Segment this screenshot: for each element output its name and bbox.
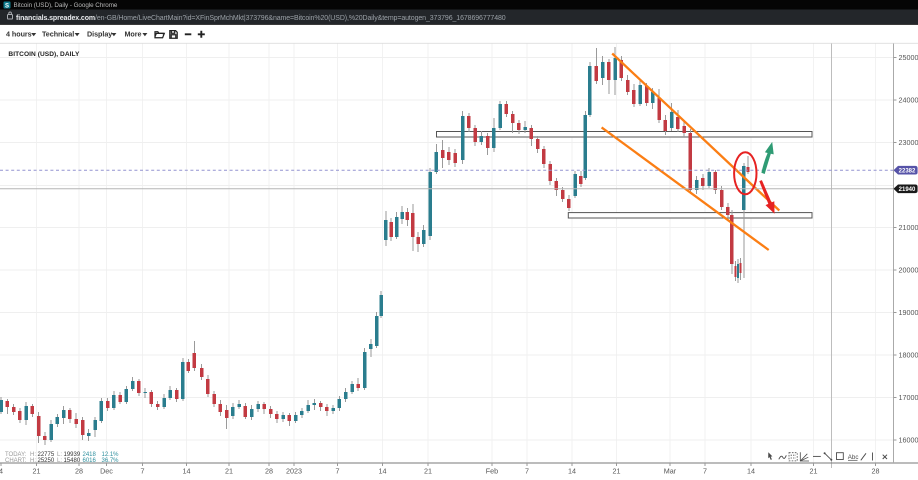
svg-text:Bitcoin (USD), Daily - Google: Bitcoin (USD), Daily - Google Chrome bbox=[14, 2, 118, 9]
svg-text:financials.spreadex.com/en-GB/: financials.spreadex.com/en-GB/Home/LiveC… bbox=[16, 15, 506, 22]
svg-text:25000: 25000 bbox=[899, 53, 918, 62]
svg-text:2418: 2418 bbox=[83, 452, 97, 458]
svg-text:CHART:: CHART: bbox=[5, 458, 27, 464]
svg-text:21: 21 bbox=[33, 466, 41, 475]
svg-text:28: 28 bbox=[265, 466, 273, 475]
svg-text:6016: 6016 bbox=[83, 458, 97, 464]
svg-text:H:: H: bbox=[30, 452, 36, 458]
svg-text:7: 7 bbox=[336, 466, 340, 475]
svg-text:17000: 17000 bbox=[899, 393, 918, 402]
svg-text:14: 14 bbox=[183, 466, 191, 475]
svg-text:16000: 16000 bbox=[899, 436, 918, 445]
svg-text:Abc: Abc bbox=[848, 454, 859, 461]
svg-text:7: 7 bbox=[703, 466, 707, 475]
svg-text:24000: 24000 bbox=[899, 96, 918, 105]
svg-text:18000: 18000 bbox=[899, 351, 918, 360]
svg-text:L:: L: bbox=[57, 458, 62, 464]
svg-text:7: 7 bbox=[141, 466, 145, 475]
svg-text:S: S bbox=[5, 3, 9, 9]
svg-text:2023: 2023 bbox=[286, 466, 302, 475]
svg-text:H:: H: bbox=[30, 458, 36, 464]
svg-text:More: More bbox=[125, 29, 142, 38]
svg-text:14: 14 bbox=[379, 466, 387, 475]
svg-text:28: 28 bbox=[75, 466, 83, 475]
svg-text:TODAY:: TODAY: bbox=[5, 452, 27, 458]
svg-text:21: 21 bbox=[810, 466, 818, 475]
svg-text:22382: 22382 bbox=[899, 169, 916, 175]
svg-text:14: 14 bbox=[568, 466, 576, 475]
svg-text:21940: 21940 bbox=[899, 187, 916, 193]
svg-text:19000: 19000 bbox=[899, 308, 918, 317]
svg-text:L:: L: bbox=[57, 452, 62, 458]
svg-text:Dec: Dec bbox=[100, 466, 113, 475]
svg-text:7: 7 bbox=[525, 466, 529, 475]
svg-text:4: 4 bbox=[0, 466, 3, 475]
svg-text:28: 28 bbox=[872, 466, 880, 475]
svg-text:21: 21 bbox=[225, 466, 233, 475]
svg-text:19939: 19939 bbox=[64, 452, 81, 458]
svg-text:BITCOIN (USD), DAILY: BITCOIN (USD), DAILY bbox=[8, 51, 80, 58]
svg-text:21000: 21000 bbox=[899, 223, 918, 232]
svg-text:23000: 23000 bbox=[899, 138, 918, 147]
svg-text:Technical: Technical bbox=[42, 29, 74, 38]
svg-text:25250: 25250 bbox=[38, 458, 55, 464]
svg-text:21: 21 bbox=[424, 466, 432, 475]
svg-text:14: 14 bbox=[747, 466, 755, 475]
svg-text:21: 21 bbox=[613, 466, 621, 475]
svg-text:12.1%: 12.1% bbox=[102, 452, 120, 458]
svg-text:36.7%: 36.7% bbox=[102, 458, 120, 464]
svg-text:15480: 15480 bbox=[64, 458, 81, 464]
svg-text:Display: Display bbox=[87, 29, 112, 38]
svg-text:20000: 20000 bbox=[899, 266, 918, 275]
svg-text:4 hours: 4 hours bbox=[6, 29, 32, 38]
svg-text:22775: 22775 bbox=[38, 452, 55, 458]
svg-text:Feb: Feb bbox=[486, 466, 498, 475]
svg-text:Mar: Mar bbox=[664, 466, 677, 475]
